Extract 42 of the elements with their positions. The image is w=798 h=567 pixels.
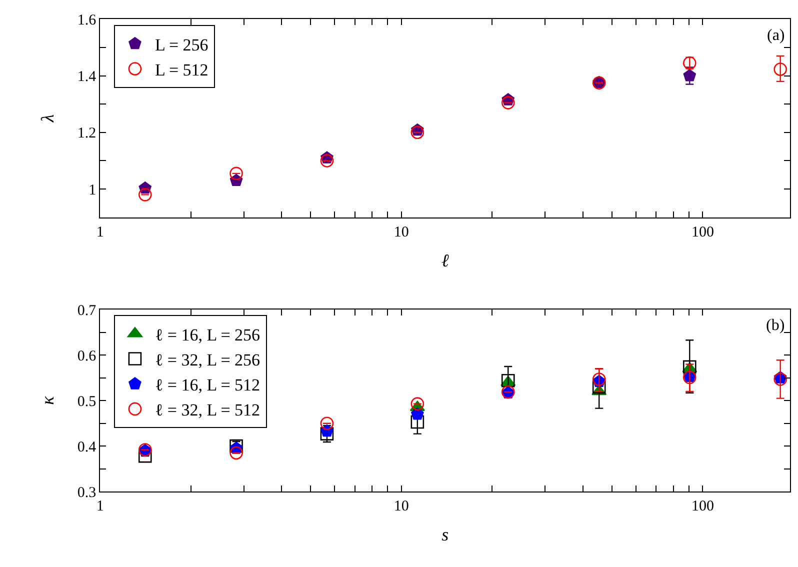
point — [682, 370, 696, 384]
legend-label: L = 512 — [154, 60, 208, 80]
y-tick-label: 1 — [88, 182, 96, 198]
point — [320, 154, 334, 168]
y-tick-label: 0.5 — [77, 394, 96, 410]
annotation: (a) — [767, 27, 785, 44]
y-tick-label: 1.4 — [77, 69, 97, 86]
point — [501, 96, 515, 110]
y-axis-title: κ — [38, 396, 58, 405]
point — [774, 62, 787, 76]
x-tick-label: 10 — [394, 224, 409, 240]
legend-label: ℓ = 16, L = 512 — [154, 375, 260, 394]
point — [320, 427, 334, 440]
point — [411, 408, 424, 420]
legend-label: L = 256 — [154, 35, 208, 54]
x-axis-title: ℓ — [441, 250, 450, 270]
y-tick-label: 0.7 — [77, 302, 97, 319]
y-tick-label: 0.3 — [77, 484, 96, 501]
y-axis-title: λ — [38, 114, 58, 124]
point — [682, 56, 696, 70]
y-tick-label: 0.6 — [77, 348, 97, 364]
legend-label: ℓ = 16, L = 256 — [154, 325, 260, 344]
point — [410, 415, 424, 429]
y-tick-label: 1.2 — [77, 126, 96, 142]
annotation: (b) — [766, 317, 785, 334]
x-tick-label: 100 — [691, 224, 714, 240]
point — [230, 166, 243, 180]
point — [138, 188, 152, 202]
y-tick-label: 0.4 — [77, 439, 97, 456]
point — [320, 416, 334, 430]
x-tick-label: 100 — [691, 498, 714, 515]
y-tick-label: 1.6 — [77, 12, 97, 28]
x-axis-title: s — [442, 524, 449, 545]
point — [592, 380, 606, 394]
point — [774, 372, 787, 386]
point — [230, 446, 243, 460]
x-tick-label: 10 — [394, 498, 409, 515]
point — [410, 397, 424, 410]
point — [410, 126, 424, 140]
legend-label: ℓ = 32, L = 256 — [154, 350, 260, 370]
legend-label: ℓ = 32, L = 512 — [154, 400, 260, 420]
point — [683, 69, 696, 82]
